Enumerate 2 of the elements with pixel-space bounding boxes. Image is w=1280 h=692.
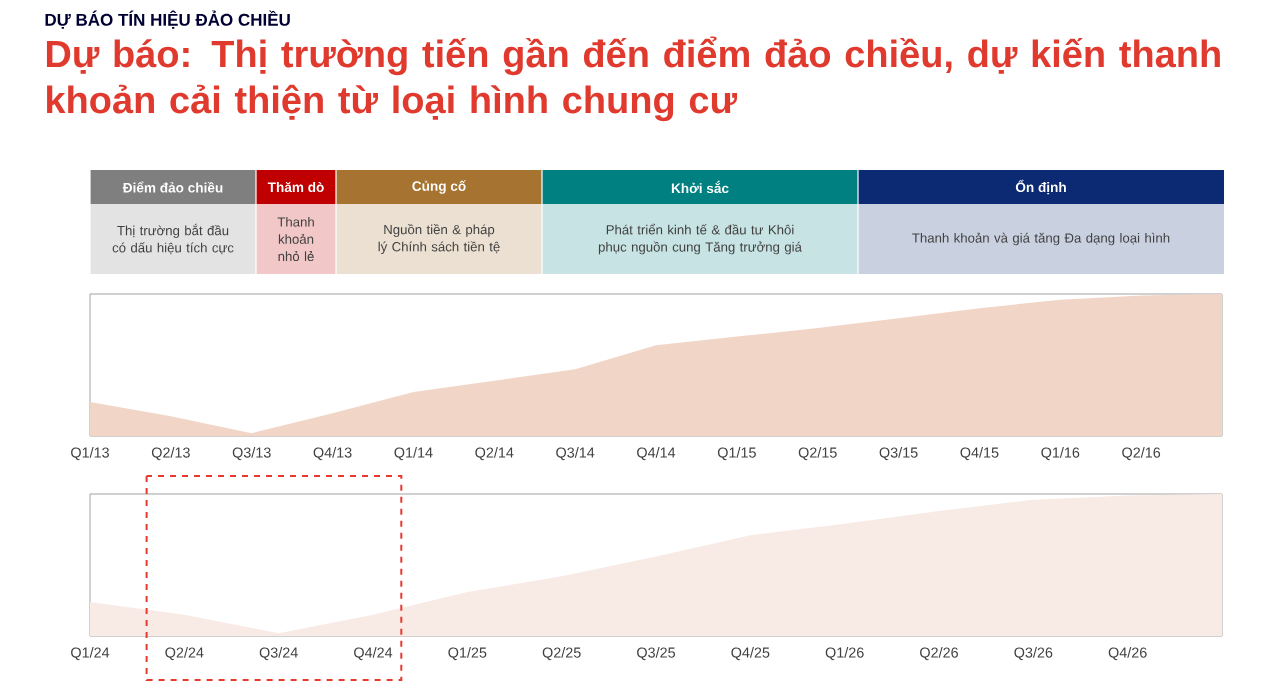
text: DỰ BÁO TÍN HIỆU ĐẢO CHIỀU [45, 10, 290, 29]
text: Dự báo: Thị trường tiến gần đến điểm đảo chiều, dự kiến thanh khoản cải thiện từ loại hình chung cư [46, 36, 1220, 122]
